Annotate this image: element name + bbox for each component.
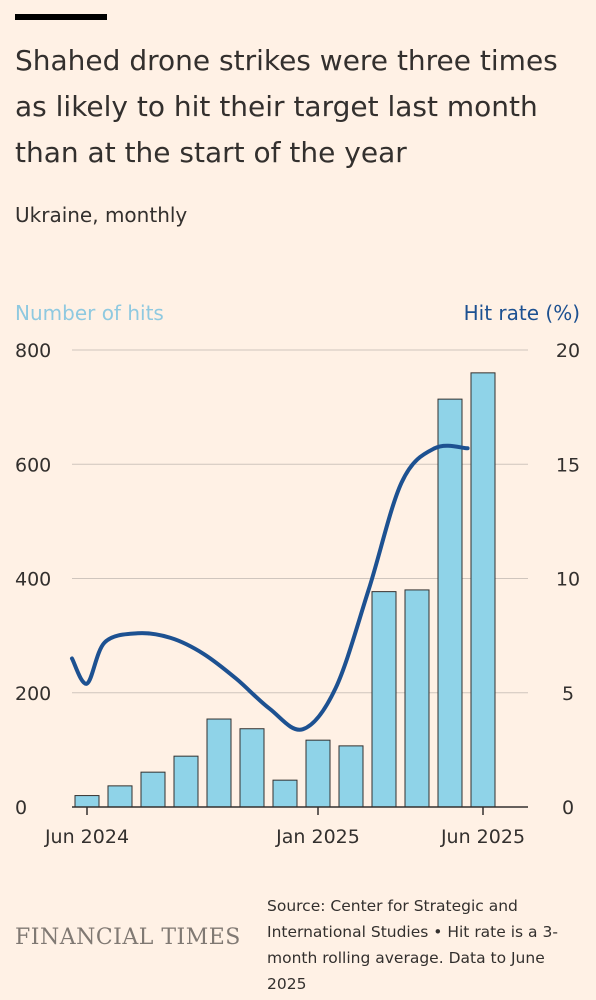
bar <box>404 589 430 808</box>
bar <box>239 728 265 808</box>
left-axis-title: Number of hits <box>15 301 164 325</box>
right-tick-label: 5 <box>562 683 574 705</box>
bar <box>305 739 331 808</box>
bar <box>140 771 166 808</box>
left-tick-label: 600 <box>15 454 51 476</box>
chart-title: Shahed drone strikes were three times as… <box>15 44 558 169</box>
x-tick-label: Jan 2025 <box>275 826 360 848</box>
header-rule <box>15 14 107 20</box>
right-tick-label: 0 <box>562 797 574 819</box>
right-tick-label: 15 <box>556 454 580 476</box>
hit-rate-line <box>70 443 470 732</box>
bar <box>371 591 397 808</box>
bar <box>206 718 232 808</box>
right-axis-title: Hit rate (%) <box>464 301 580 325</box>
left-tick-label: 400 <box>15 569 51 591</box>
bar <box>173 755 199 808</box>
right-tick-label: 20 <box>556 340 580 362</box>
bar <box>107 785 133 808</box>
bar <box>437 398 463 808</box>
bar <box>470 372 496 808</box>
bar <box>74 795 100 808</box>
ft-logo: FINANCIAL TIMES <box>15 925 241 950</box>
bar <box>272 779 298 808</box>
x-tick-label: Jun 2025 <box>440 826 525 848</box>
left-tick-label: 800 <box>15 340 51 362</box>
bar <box>338 745 364 808</box>
source-note: Source: Center for Strategic and Interna… <box>267 897 558 993</box>
left-tick-label: 0 <box>15 797 27 819</box>
chart-subtitle: Ukraine, monthly <box>15 203 188 227</box>
right-tick-label: 10 <box>556 569 580 591</box>
left-tick-label: 200 <box>15 683 51 705</box>
x-tick-label: Jun 2024 <box>44 826 129 848</box>
chart-svg: Number of hits Hit rate (%) 0 200 400 600 800 0… <box>15 301 580 848</box>
